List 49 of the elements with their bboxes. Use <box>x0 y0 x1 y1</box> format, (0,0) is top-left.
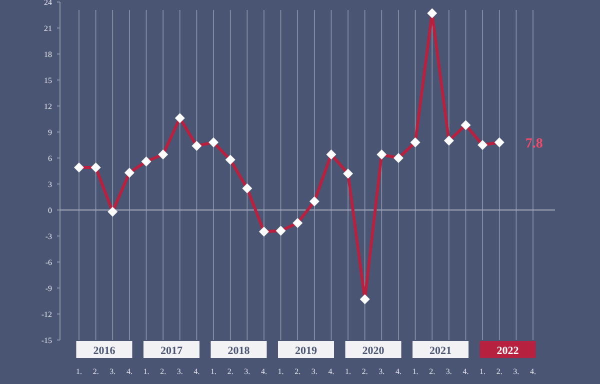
x-tick-label: 3. <box>176 366 183 376</box>
x-tick-label: 2. <box>294 366 301 376</box>
y-tick-label: 6 <box>48 154 52 163</box>
text: 2017 <box>160 344 183 357</box>
x-tick-label: 4. <box>126 366 132 376</box>
x-tick-label: 3. <box>244 366 250 376</box>
x-tick-label: 1. <box>143 366 150 376</box>
text: 2020 <box>362 344 385 357</box>
x-tick-label: 3. <box>513 366 520 376</box>
y-tick-label: -3 <box>45 232 52 241</box>
x-tick-label: 3. <box>378 366 385 376</box>
x-tick-label: 4. <box>260 366 267 376</box>
x-tick-label: 1. <box>210 366 217 376</box>
x-tick-label: 3. <box>446 366 452 376</box>
text: 2022 <box>496 344 520 357</box>
annotation: 7.8 <box>525 136 543 152</box>
x-tick-label: 2. <box>160 366 166 376</box>
x-tick-label: 2. <box>362 366 368 376</box>
text: 2021 <box>430 344 452 357</box>
y-tick-label: -15 <box>41 336 52 345</box>
x-tick-label: 4. <box>462 366 469 376</box>
y-tick-label: -6 <box>45 258 52 267</box>
y-tick-label: 3 <box>48 180 52 189</box>
x-tick-label: 4. <box>194 366 200 376</box>
y-tick-label: -12 <box>41 310 52 319</box>
x-tick-label: 1. <box>76 366 82 376</box>
x-tick-label: 3. <box>311 366 318 376</box>
y-tick-label: 21 <box>44 24 52 33</box>
y-tick-label: 18 <box>44 50 52 59</box>
x-tick-label: 2. <box>429 366 436 376</box>
y-tick-label: 0 <box>48 206 52 215</box>
x-tick-label: 2. <box>496 366 502 376</box>
text: 2018 <box>228 344 250 357</box>
x-tick-label: 1. <box>480 366 486 376</box>
x-tick-label: 4. <box>530 366 536 376</box>
x-tick-label: 4. <box>395 366 402 376</box>
x-tick-label: 3. <box>110 366 116 376</box>
y-tick-label: 9 <box>48 128 52 137</box>
x-tick-label: 4. <box>328 366 334 376</box>
text: 2016 <box>93 344 116 357</box>
x-tick-label: 2. <box>92 366 99 376</box>
x-tick-label: 1. <box>345 366 352 376</box>
y-tick-label: -9 <box>45 284 52 293</box>
x-tick-label: 1. <box>278 366 284 376</box>
y-tick-label: 15 <box>44 76 52 85</box>
text: 2019 <box>295 344 318 357</box>
y-tick-label: 12 <box>44 102 52 111</box>
x-tick-label: 2. <box>227 366 234 376</box>
x-tick-label: 1. <box>412 366 418 376</box>
